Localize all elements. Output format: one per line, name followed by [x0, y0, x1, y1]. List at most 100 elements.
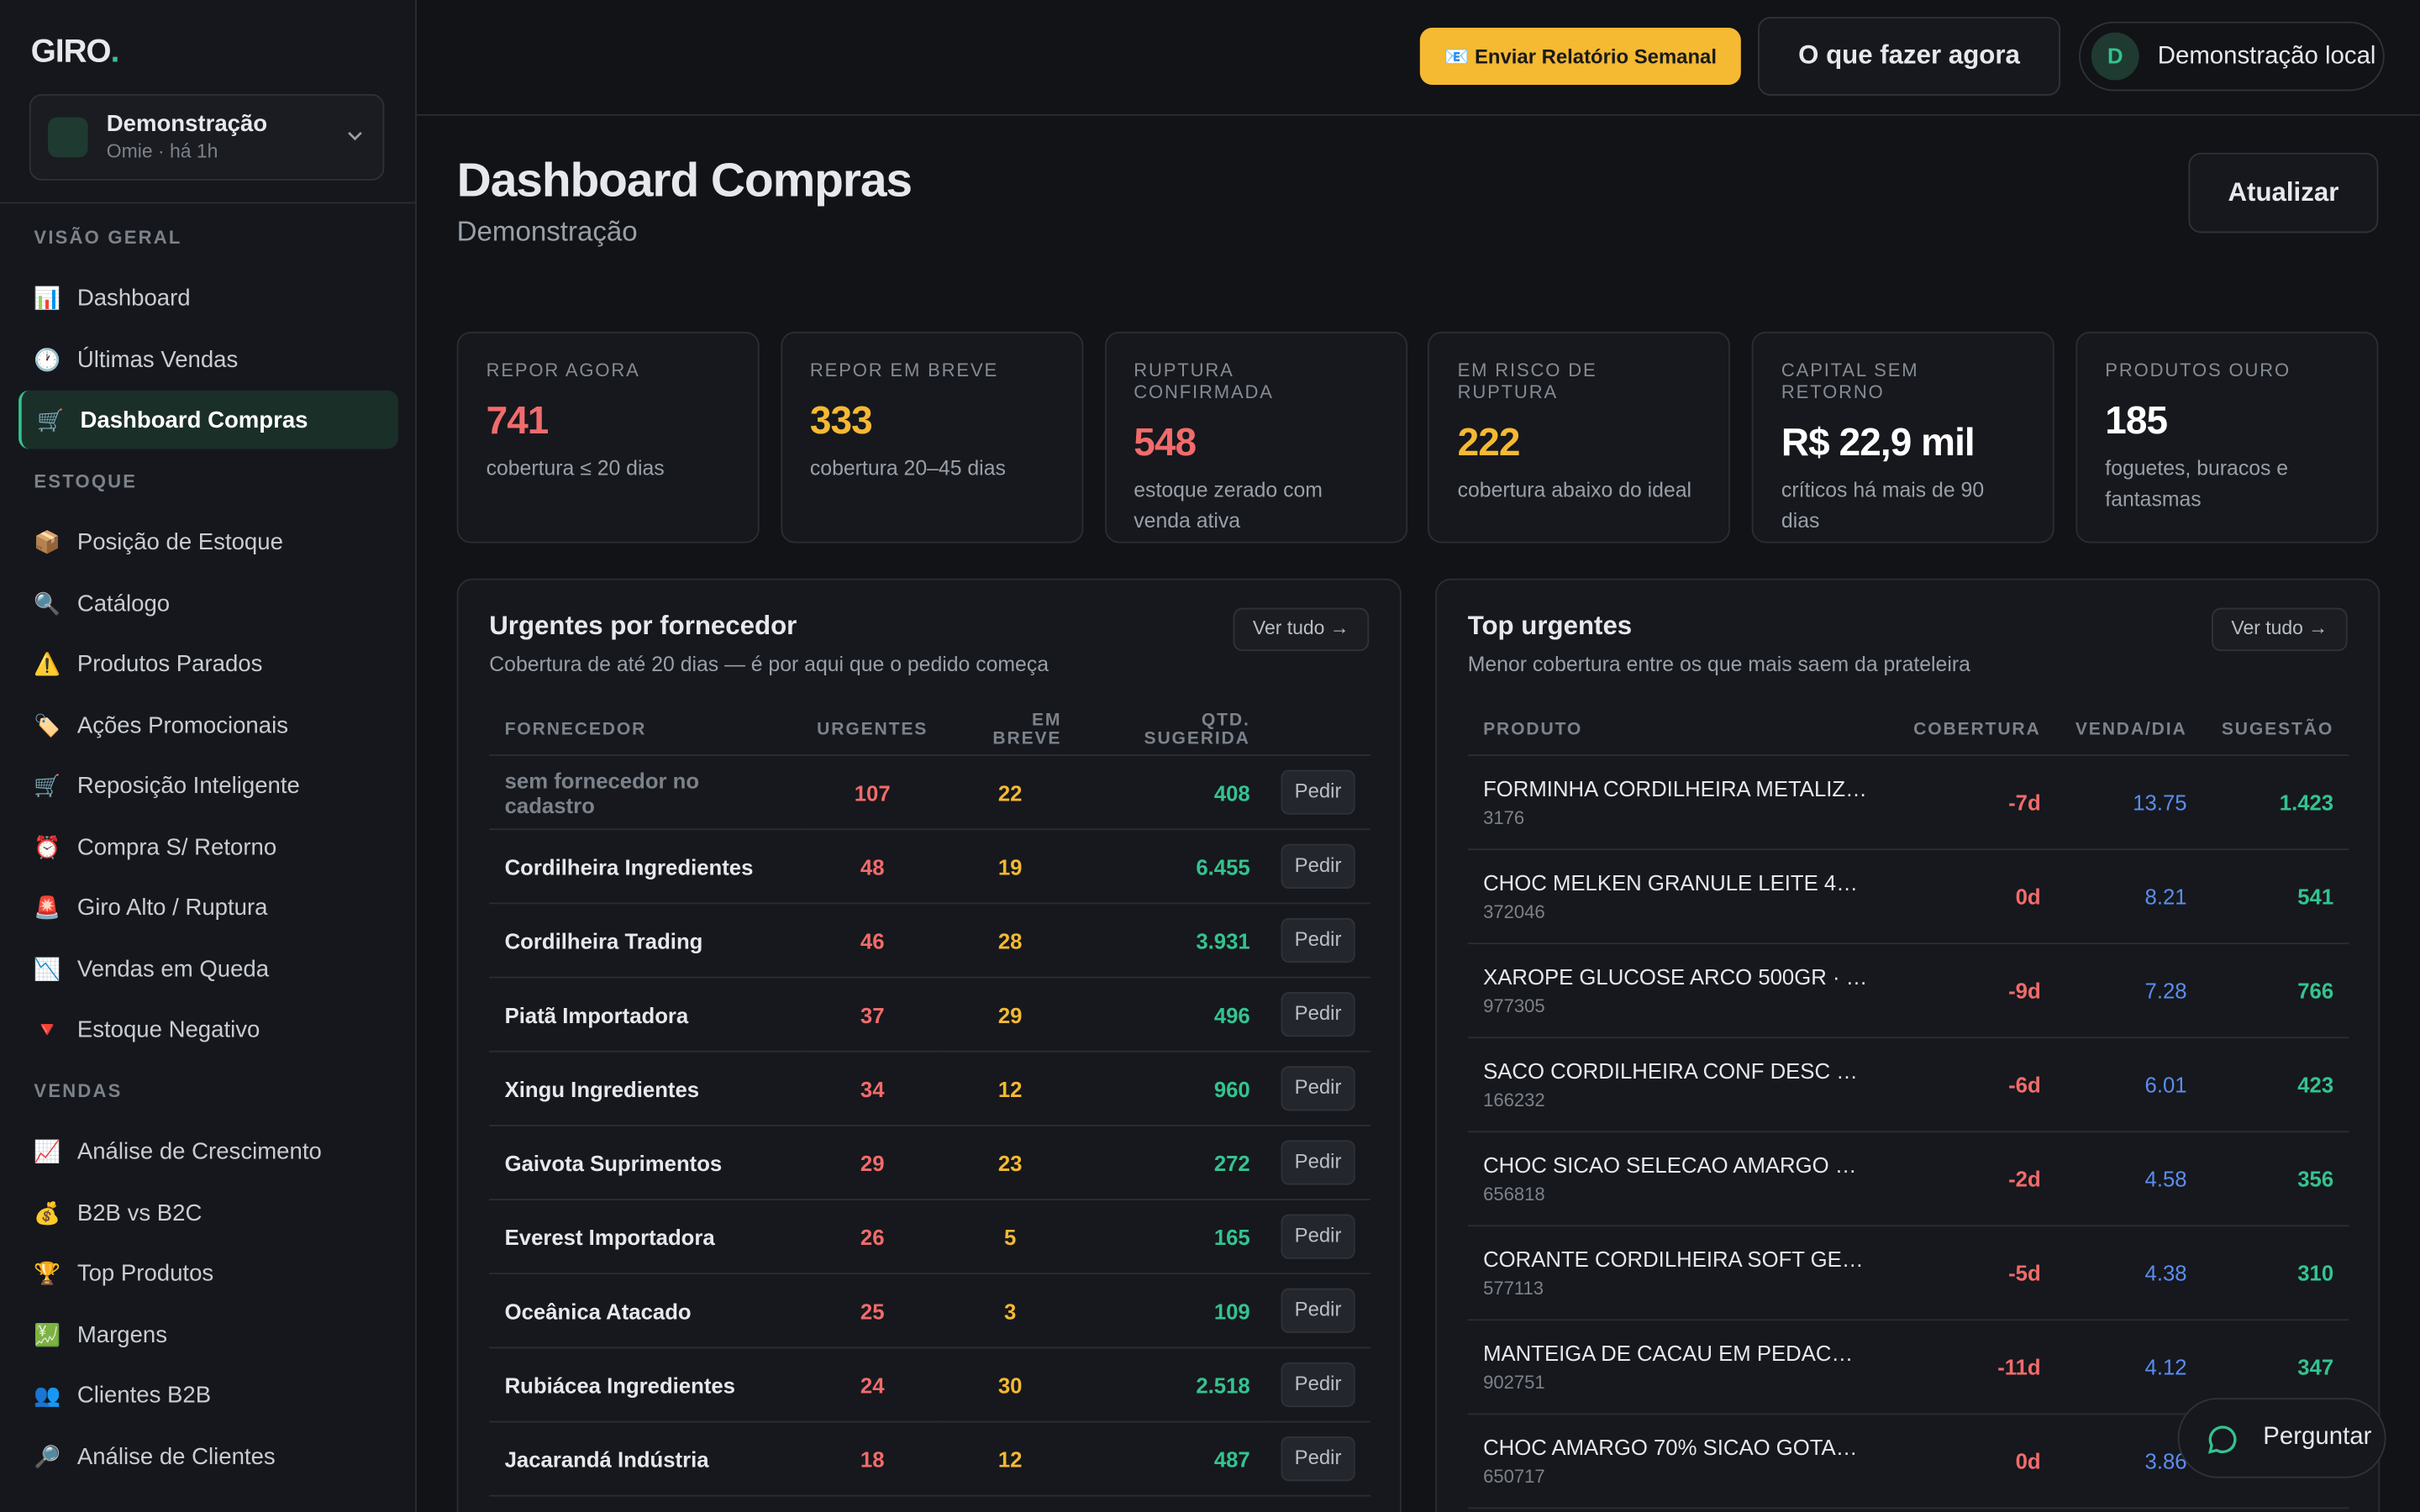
order-button[interactable]: Pedir [1281, 1066, 1355, 1111]
kpi-note: críticos há mais de 90 dias [1781, 478, 1985, 533]
nav-icon: 🛒 [37, 407, 65, 433]
order-button[interactable]: Pedir [1281, 769, 1355, 815]
product-row: CHOC MELKEN GRANULE LEITE 4… 372046 0d 8.21… [1467, 849, 2349, 945]
order-button[interactable]: Pedir [1281, 1140, 1355, 1185]
nav-icon: 📉 [34, 955, 61, 981]
nav-item[interactable]: 📊 Dashboard [18, 269, 398, 328]
suggestion: 541 [2202, 849, 2349, 945]
suggestion: 766 [2202, 943, 2349, 1039]
cell: 24 [801, 1347, 944, 1423]
brand: GIRO. [31, 34, 120, 71]
nav-item[interactable]: ⚠️ Produtos Parados [18, 634, 398, 693]
supplier-name: Cordilheira Ingredientes [489, 829, 802, 905]
kpi-note: estoque zerado com venda ativa [1134, 478, 1323, 533]
order-button[interactable]: Pedir [1281, 992, 1355, 1037]
nav-item[interactable]: 🕐 Últimas Vendas [18, 329, 398, 388]
nav-item[interactable]: 🚨 Giro Alto / Ruptura [18, 878, 398, 937]
product-cell: CHOC AMARGO 70% SICAO GOTA… 650717 [1467, 1414, 1894, 1509]
cell: 3 [943, 1273, 1077, 1349]
product-cell: MANTEIGA DE CACAU EM PEDAC… 902751 [1467, 1320, 1894, 1415]
kpi-value: 222 [1457, 421, 1521, 465]
panel-subtitle: Cobertura de até 20 dias — é por aqui qu… [489, 652, 1050, 676]
action-cell: Pedir [1265, 1273, 1371, 1349]
nav-item[interactable]: ⏰ Compra S/ Retorno [18, 817, 398, 876]
column-header-empty [1265, 703, 1371, 756]
nav-icon: 💹 [34, 1321, 61, 1347]
nav-item[interactable]: 💹 Margens [18, 1305, 398, 1363]
nav-item[interactable]: 🔻 Estoque Negativo [18, 1000, 398, 1058]
column-header: QTD. SUGERIDA [1076, 703, 1266, 756]
order-button[interactable]: Pedir [1281, 1362, 1355, 1408]
nav-item[interactable]: 👥 Clientes B2B [18, 1366, 398, 1425]
kpi-card: REPOR EM BREVE 333 cobertura 20–45 dias [781, 331, 1084, 543]
column-header: PRODUTO [1467, 703, 1894, 756]
order-button[interactable]: Pedir [1281, 917, 1355, 963]
kpi-card: RUPTURA CONFIRMADA 548 estoque zerado com … [1104, 331, 1407, 543]
see-all[interactable]: Ver tudo → [2212, 607, 2348, 652]
order-button[interactable]: Pedir [1281, 1436, 1355, 1482]
action-button[interactable]: O que fazer agora [1758, 17, 2061, 96]
nav-item[interactable]: 🛒 Dashboard Compras [18, 390, 398, 449]
cell: 272 [1076, 1125, 1266, 1200]
sales-per-day: 8.21 [2056, 849, 2202, 945]
page-subtitle: Demonstração [456, 216, 638, 247]
report-button[interactable]: 📧 Enviar Relatório Semanal [1419, 28, 1741, 86]
nav-item[interactable]: 🏆 Top Produtos [18, 1243, 398, 1302]
chat-label: Perguntar [2263, 1424, 2372, 1451]
supplier-name: Cordilheira Trading [489, 903, 802, 979]
cell: 29 [943, 977, 1077, 1053]
coverage: -11d [1893, 1320, 2057, 1415]
column-header: FORNECEDOR [489, 703, 802, 756]
nav-label: Clientes B2B [76, 1382, 212, 1409]
workspace-selector[interactable]: Demonstração Omie · há 1h [29, 94, 385, 181]
product-row: XAROPE GLUCOSE ARCO 500GR · … 977305 -9d 7.… [1467, 943, 2349, 1039]
nav-label: B2B vs B2C [76, 1200, 203, 1226]
product-cell: SACO CORDILHEIRA CONF DESC … 166232 [1467, 1037, 1894, 1133]
see-all[interactable]: Ver tudo → [1233, 607, 1370, 652]
cell: 29 [801, 1125, 944, 1200]
nav-item[interactable]: 📉 Vendas em Queda [18, 939, 398, 998]
nav-item[interactable]: 🛒 Reposição Inteligente [18, 756, 398, 815]
nav-item[interactable]: 🏷️ Ações Promocionais [18, 695, 398, 753]
nav-item[interactable]: 📈 Análise de Crescimento [18, 1121, 398, 1180]
nav-icon: 🔍 [34, 590, 61, 615]
kpi-card: REPOR AGORA 741 cobertura ≤ 20 dias [456, 331, 760, 543]
nav-icon: 📦 [34, 528, 61, 554]
cell: 408 [1076, 755, 1266, 831]
coverage: -6d [1893, 1037, 2057, 1133]
sales-per-day: 13.75 [2056, 755, 2202, 851]
kpi-card: CAPITAL SEM RETORNO R$ 22,9 mil críticos h… [1752, 331, 2055, 543]
sales-per-day: 7.28 [2056, 943, 2202, 1039]
workspace-icon [47, 117, 88, 158]
product-row: SACO CORDILHEIRA CONF DESC … 166232 -6d 6.0… [1467, 1037, 2349, 1133]
product-name: MANTEIGA DE CACAU EM PEDAC… [1483, 1341, 1854, 1366]
kpi-label: EM RISCO DE RUPTURA [1457, 359, 1597, 403]
column-header: URGENTES [801, 703, 944, 756]
kpi-label: RUPTURA CONFIRMADA [1134, 359, 1274, 403]
order-button[interactable]: Pedir [1281, 1214, 1355, 1259]
nav-item[interactable]: 🔍 Catálogo [18, 573, 398, 632]
chevron [348, 131, 362, 141]
sidebar: GIRO. Demonstração Omie · há 1h VISÃO GE… [0, 0, 417, 1512]
supplier-row: Everest Importadora 26 5 165 Pedir [489, 1200, 1371, 1275]
nav-item[interactable]: 💰 B2B vs B2C [18, 1183, 398, 1242]
nav-item[interactable]: 🔎 Análise de Clientes [18, 1426, 398, 1485]
column-header: EM BREVE [943, 703, 1077, 756]
user-menu[interactable]: D Demonstração local [2079, 21, 2385, 92]
order-button[interactable]: Pedir [1281, 1288, 1355, 1333]
cell: 2.518 [1076, 1347, 1266, 1423]
column-header: COBERTURA [1893, 703, 2057, 756]
suggestion: 356 [2202, 1131, 2349, 1227]
product-cell: CHOC SICAO SELECAO AMARGO … 656818 [1467, 1131, 1894, 1227]
refresh-button[interactable]: Atualizar [2188, 152, 2379, 234]
nav-item[interactable]: 📦 Posição de Estoque [18, 512, 398, 571]
nav-icon: ⏰ [34, 833, 61, 859]
action-cell: Pedir [1265, 755, 1371, 831]
chat-button[interactable]: Perguntar [2177, 1398, 2386, 1478]
cell: 487 [1076, 1421, 1266, 1497]
top-panel: Top urgentes Menor cobertura entre os qu… [1435, 578, 2381, 1512]
nav-icon: 🕐 [34, 346, 61, 371]
order-button[interactable]: Pedir [1281, 843, 1355, 889]
